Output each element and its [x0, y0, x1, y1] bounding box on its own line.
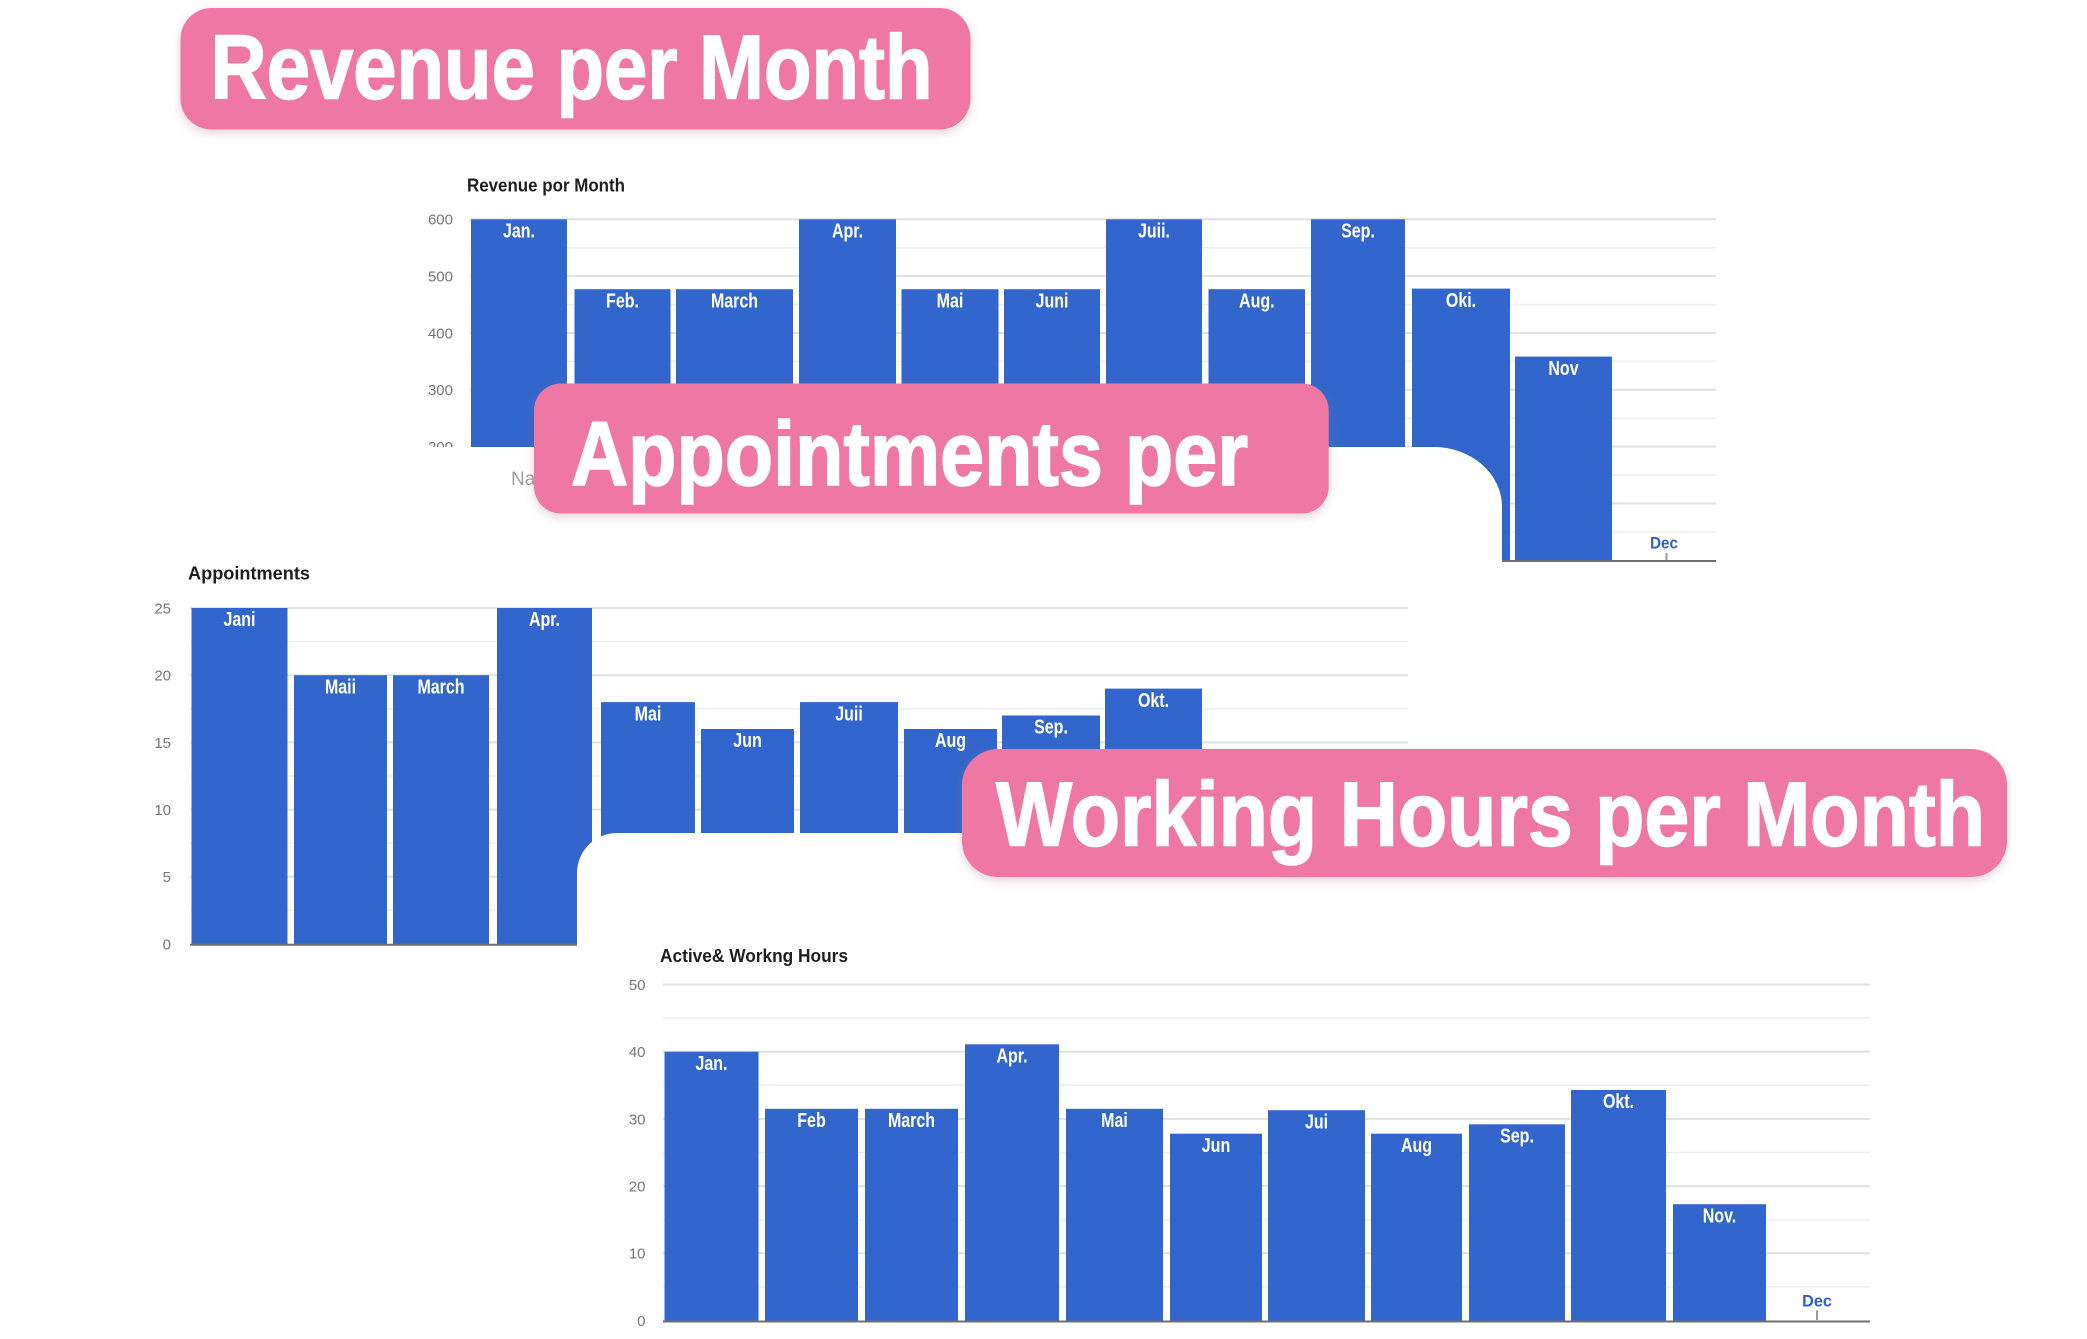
- svg-text:Mai: Mai: [635, 703, 662, 725]
- svg-text:Na: Na: [511, 469, 536, 490]
- svg-text:5: 5: [163, 869, 171, 886]
- svg-text:Aug: Aug: [1401, 1135, 1432, 1157]
- svg-text:Jan.: Jan.: [503, 221, 535, 243]
- svg-text:Okt.: Okt.: [1603, 1091, 1634, 1113]
- svg-text:Active& Workng Hours: Active& Workng Hours: [660, 946, 848, 966]
- svg-text:20: 20: [154, 668, 171, 685]
- svg-text:Sep.: Sep.: [1500, 1126, 1534, 1148]
- svg-text:Nov: Nov: [1548, 358, 1579, 380]
- svg-text:300: 300: [428, 382, 453, 399]
- svg-text:Okt.: Okt.: [1138, 690, 1169, 712]
- svg-text:Jui: Jui: [1305, 1111, 1328, 1133]
- svg-text:50: 50: [629, 977, 646, 994]
- svg-text:Juni: Juni: [1036, 290, 1069, 312]
- svg-text:Sep.: Sep.: [1034, 717, 1068, 739]
- svg-text:40: 40: [629, 1044, 646, 1061]
- svg-text:Dec: Dec: [1802, 1292, 1832, 1311]
- svg-text:Jan.: Jan.: [696, 1053, 728, 1075]
- svg-text:Feb: Feb: [797, 1110, 826, 1132]
- svg-text:March: March: [711, 290, 758, 312]
- svg-text:30: 30: [629, 1111, 646, 1128]
- svg-text:Jun: Jun: [733, 730, 762, 752]
- svg-text:Mai: Mai: [937, 290, 964, 312]
- svg-text:Juii.: Juii.: [1138, 221, 1170, 243]
- svg-text:15: 15: [154, 735, 171, 752]
- svg-text:Revenue por Month: Revenue por Month: [467, 176, 625, 196]
- svg-text:Appointments per: Appointments per: [571, 404, 1248, 505]
- svg-text:25: 25: [154, 600, 171, 617]
- svg-text:Maii: Maii: [325, 676, 356, 698]
- svg-text:Jun: Jun: [1202, 1135, 1231, 1157]
- svg-text:Apr.: Apr.: [996, 1046, 1027, 1068]
- svg-text:Jani: Jani: [224, 609, 256, 631]
- svg-text:Oki.: Oki.: [1446, 290, 1476, 312]
- svg-text:600: 600: [428, 212, 453, 229]
- svg-text:Revenue per Month: Revenue per Month: [211, 18, 933, 119]
- svg-text:Mai: Mai: [1101, 1110, 1128, 1132]
- svg-text:20: 20: [629, 1179, 646, 1196]
- svg-text:0: 0: [163, 936, 171, 953]
- svg-text:400: 400: [428, 325, 453, 342]
- svg-text:Apr.: Apr.: [832, 221, 863, 243]
- svg-text:Apr.: Apr.: [529, 609, 560, 631]
- svg-text:Appointments: Appointments: [188, 564, 310, 584]
- svg-text:10: 10: [629, 1246, 646, 1263]
- svg-text:March: March: [888, 1110, 935, 1132]
- svg-text:Feb.: Feb.: [606, 290, 639, 312]
- svg-text:Dec: Dec: [1650, 533, 1678, 552]
- svg-text:Juii: Juii: [835, 703, 863, 725]
- svg-text:0: 0: [637, 1313, 645, 1330]
- svg-text:10: 10: [154, 802, 171, 819]
- svg-text:500: 500: [428, 269, 453, 286]
- svg-text:March: March: [417, 676, 464, 698]
- svg-text:Sep.: Sep.: [1341, 221, 1375, 243]
- svg-text:Aug.: Aug.: [1239, 290, 1275, 312]
- svg-text:Nov.: Nov.: [1703, 1205, 1737, 1227]
- svg-text:Working Hours per Month: Working Hours per Month: [996, 765, 1985, 866]
- svg-text:Aug: Aug: [935, 730, 966, 752]
